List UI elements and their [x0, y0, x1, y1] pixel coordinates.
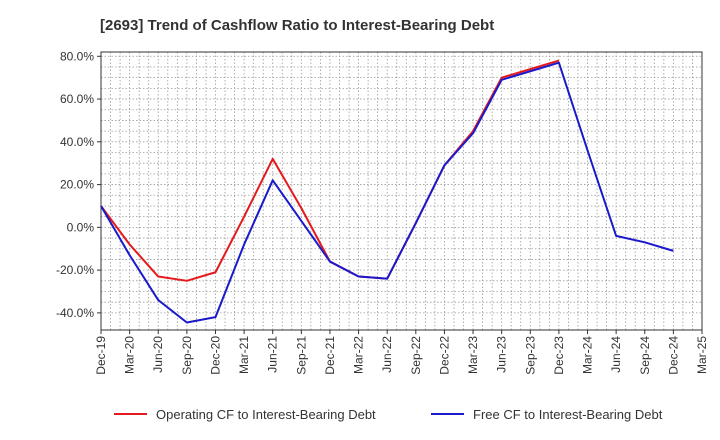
- x-tick-label: Sep-20: [180, 336, 194, 375]
- x-tick-label: Dec-20: [208, 336, 222, 375]
- x-tick-label: Mar-23: [466, 336, 480, 374]
- x-tick-label: Mar-21: [237, 336, 251, 374]
- x-tick-label: Sep-24: [638, 336, 652, 375]
- grid: [100, 52, 703, 330]
- x-tick-label: Dec-23: [552, 336, 566, 375]
- legend-label: Free CF to Interest-Bearing Debt: [473, 407, 663, 422]
- chart-title: [2693] Trend of Cashflow Ratio to Intere…: [100, 17, 494, 34]
- y-tick-label: 20.0%: [60, 178, 94, 192]
- x-tick-label: Jun-22: [380, 336, 394, 373]
- y-tick-label: 0.0%: [67, 220, 95, 234]
- x-tick-label: Mar-24: [581, 336, 595, 374]
- x-tick-label: Sep-22: [409, 336, 423, 375]
- x-tick-label: Sep-23: [523, 336, 537, 375]
- x-tick-label: Jun-20: [151, 336, 165, 373]
- y-tick-label: -20.0%: [56, 263, 94, 277]
- x-tick-label: Dec-22: [437, 336, 451, 375]
- x-tick-label: Mar-22: [352, 336, 366, 374]
- x-tick-label: Jun-21: [266, 336, 280, 373]
- legend: Operating CF to Interest-Bearing Debt Fre…: [114, 407, 663, 422]
- legend-label: Operating CF to Interest-Bearing Debt: [156, 407, 376, 422]
- x-tick-label: Sep-21: [294, 336, 308, 375]
- x-tick-label: Mar-25: [695, 336, 709, 374]
- x-tick-label: Mar-20: [123, 336, 137, 374]
- y-tick-label: -40.0%: [56, 306, 94, 320]
- y-tick-label: 80.0%: [60, 49, 94, 63]
- x-tick-label: Jun-23: [495, 336, 509, 373]
- axes: 80.0% 60.0% 40.0% 20.0% 0.0% -20.0% -40.0% Dec-…: [56, 49, 709, 374]
- x-tick-label: Jun-24: [609, 336, 623, 373]
- x-tick-label: Dec-21: [323, 336, 337, 375]
- series-line-2: [100, 61, 674, 324]
- y-tick-label: 60.0%: [60, 92, 94, 106]
- plot-frame: [100, 51, 703, 331]
- series-line-1: [100, 59, 560, 282]
- series-lines: [100, 59, 674, 324]
- x-tick-label: Dec-24: [666, 336, 680, 375]
- y-tick-label: 40.0%: [60, 135, 94, 149]
- x-tick-label: Dec-19: [94, 336, 108, 375]
